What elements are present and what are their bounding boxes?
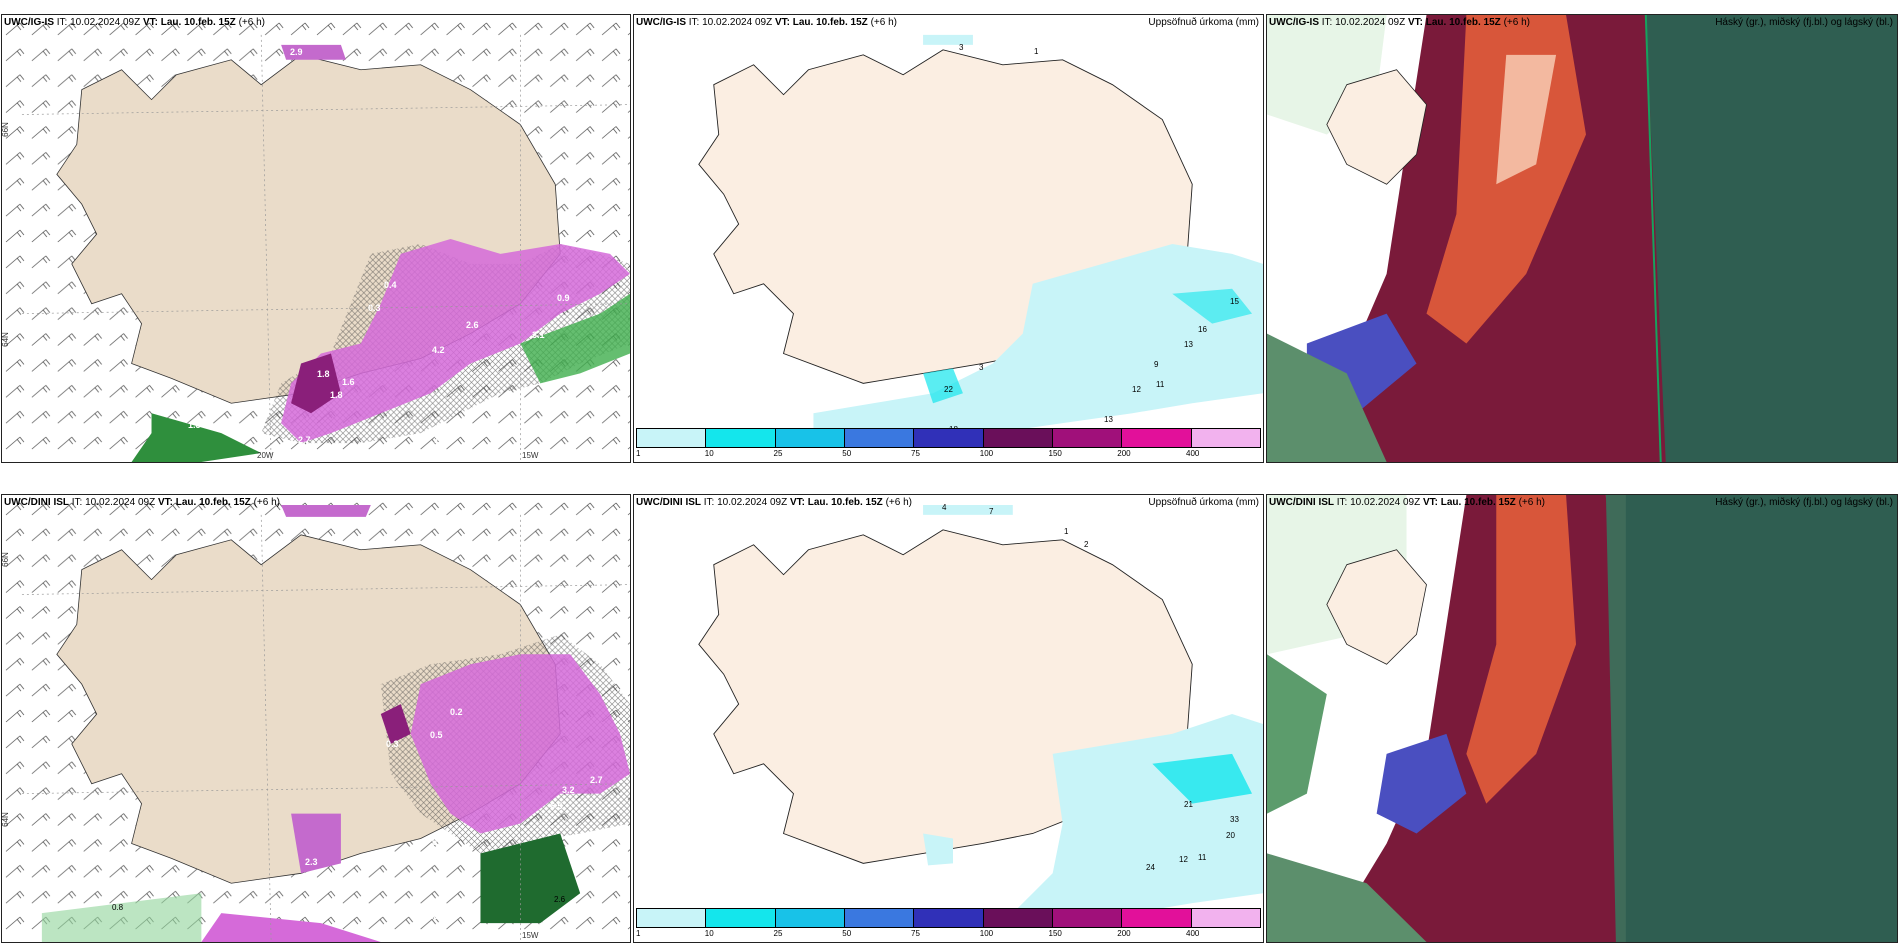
value-label: 13 (1184, 340, 1193, 349)
value-label: 15 (1230, 297, 1239, 306)
wind-map (2, 15, 630, 462)
lat-label-66: 66N (1, 122, 10, 137)
lon-label-20w: 20W (257, 451, 274, 460)
value-label: 11 (1156, 380, 1165, 389)
value-label: 3 (979, 363, 984, 372)
value-label: 4 (942, 503, 947, 512)
value-label: 0.3 (426, 911, 439, 921)
panel-header: UWC/IG-IS IT: 10.02.2024 09Z VT: Lau. 10… (4, 17, 265, 28)
value-label: 1.8 (317, 369, 330, 379)
panel-igis-wind: UWC/IG-IS IT: 10.02.2024 09Z VT: Lau. 10… (1, 14, 631, 463)
lat-label-66: 66N (1, 552, 10, 567)
value-label: 2.7 (298, 435, 311, 445)
wind-map (2, 495, 630, 942)
lon-label-15w: 15W (522, 451, 539, 460)
value-label: 0.3 (368, 303, 381, 313)
panel-header: UWC/IG-IS IT: 10.02.2024 09Z VT: Lau. 10… (1269, 17, 1530, 28)
value-label: 1.0 (434, 435, 447, 445)
cloud-map (1267, 15, 1897, 462)
colorbar-ticks: 1 10 25 50 75 100 150 200 400 (636, 449, 1200, 458)
field-title: Uppsöfnuð úrkoma (mm) (1148, 497, 1259, 508)
value-label: 9 (1154, 360, 1159, 369)
value-label: 21 (1184, 800, 1193, 809)
value-label: 0.5 (430, 730, 443, 740)
value-label: 4.2 (432, 345, 445, 355)
value-label: 0.4 (384, 280, 397, 290)
lon-label-15w: 15W (522, 931, 539, 940)
value-label: 1.8 (330, 390, 343, 400)
precip-map (698, 34, 1263, 444)
value-label: 0.2 (450, 707, 463, 717)
value-label: 1 (1034, 47, 1039, 56)
value-label: 13 (1104, 415, 1113, 424)
value-label: 0.9 (557, 293, 570, 303)
panel-header: UWC/DINI ISL IT: 10.02.2024 09Z VT: Lau.… (1269, 497, 1545, 508)
panel-dini-precip: UWC/DINI ISL IT: 10.02.2024 09Z VT: Lau.… (633, 494, 1264, 943)
value-label: 2.6 (466, 320, 479, 330)
value-label: 1 (1064, 527, 1069, 536)
panel-igis-clouds: UWC/IG-IS IT: 10.02.2024 09Z VT: Lau. 10… (1266, 14, 1898, 463)
value-label: 1.6 (342, 377, 355, 387)
value-label: 7 (989, 507, 994, 516)
value-label: 2.7 (590, 775, 603, 785)
panel-igis-precip: UWC/IG-IS IT: 10.02.2024 09Z VT: Lau. 10… (633, 14, 1264, 463)
value-label: 0.7 (432, 837, 445, 847)
value-label: 6.5 (550, 801, 563, 811)
panel-header: UWC/DINI ISL IT: 10.02.2024 09Z VT: Lau.… (4, 497, 280, 508)
value-label: 12 (1132, 385, 1141, 394)
value-label: 0.8 (112, 903, 124, 912)
value-label: 11 (1198, 853, 1207, 862)
panel-dini-wind: UWC/DINI ISL IT: 10.02.2024 09Z VT: Lau.… (1, 494, 631, 943)
cloud-map (1267, 495, 1897, 942)
value-label: 3.2 (562, 785, 575, 795)
value-label: 20 (1226, 831, 1235, 840)
lat-label-64: 64N (1, 332, 10, 347)
precip-map (698, 504, 1263, 919)
field-title: Uppsöfnuð úrkoma (mm) (1148, 17, 1259, 28)
value-label: 3.1 (532, 330, 545, 340)
panel-dini-clouds: UWC/DINI ISL IT: 10.02.2024 09Z VT: Lau.… (1266, 494, 1898, 943)
precip-colorbar (636, 428, 1261, 448)
field-title: Háský (gr.), miðský (fj.bl.) og lágský (… (1715, 497, 1893, 508)
value-label: 1.3 (412, 433, 425, 443)
value-label: 0.9 (422, 857, 435, 867)
precip-colorbar (636, 908, 1261, 928)
value-label: 33 (1230, 815, 1239, 824)
panel-header: UWC/DINI ISL IT: 10.02.2024 09Z VT: Lau.… (636, 497, 912, 508)
field-title: Háský (gr.), miðský (fj.bl.) og lágský (… (1715, 17, 1893, 28)
colorbar-ticks: 1 10 25 50 75 100 150 200 400 (636, 929, 1200, 938)
value-label: 2.6 (554, 895, 566, 904)
value-label: 2.9 (290, 47, 303, 57)
panel-header: UWC/IG-IS IT: 10.02.2024 09Z VT: Lau. 10… (636, 17, 897, 28)
value-label: 1.3 (188, 420, 201, 430)
value-label: 24 (1146, 863, 1155, 872)
value-label: 12 (1179, 855, 1188, 864)
value-label: 2.3 (305, 857, 318, 867)
value-label: 16 (1198, 325, 1207, 334)
value-label: 0.3 (386, 739, 399, 749)
lat-label-64: 64N (1, 812, 10, 827)
value-label: 3 (959, 43, 964, 52)
value-label: 2 (1084, 540, 1089, 549)
value-label: 22 (944, 385, 953, 394)
